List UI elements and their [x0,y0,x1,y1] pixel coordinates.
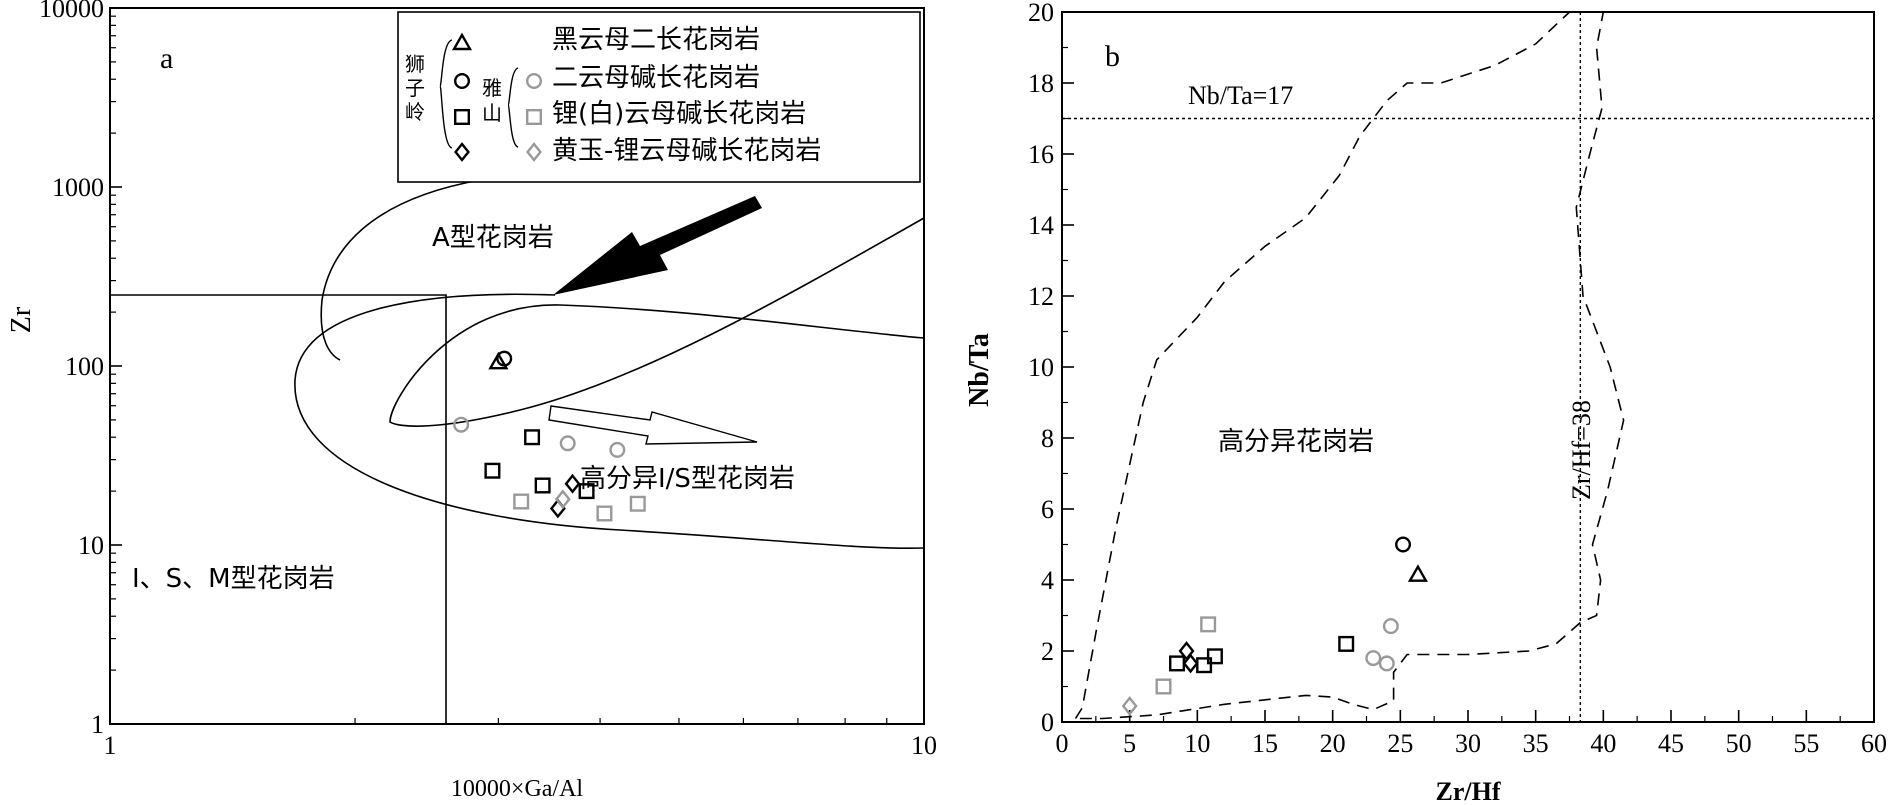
legend-brace-1 [439,39,453,149]
b-xtick-label: 15 [1252,729,1278,758]
legend-entry-3: 黄玉-锂云母碱长花岗岩 [552,136,821,166]
legend-marker-black-circle [454,72,471,89]
b-ytick-label: 14 [1028,211,1054,240]
a-point-square [578,483,595,500]
b-point-square [1338,635,1355,652]
b-point-diamond [1182,653,1199,674]
b-point-square [1155,678,1172,695]
legend-marker-black-triangle [451,32,473,51]
b-point-circle [1382,618,1399,635]
a-xtick-label: 1 [104,731,117,760]
b-point-square [1169,655,1186,672]
b-xtick-label: 5 [1123,729,1136,758]
b-point-circle [1395,536,1412,553]
b-xtick-label: 40 [1590,729,1616,758]
legend-box [397,11,921,183]
panel-a: a A型花岗岩 高分异I/S型花岗岩 I、S、M型花岗岩 狮 子 岭 雅 山 [6,0,937,802]
b-ytick-label: 16 [1028,140,1054,169]
b-ytick-label: 12 [1028,282,1054,311]
a-point-square [524,429,541,446]
b-xtick-label: 30 [1455,729,1481,758]
a-ytick-label: 1 [91,710,104,739]
legend-marker-black-square [454,108,471,125]
a-point-square [484,462,501,479]
zrhf-reference-label: Zr/Hf=38 [1567,400,1596,500]
b-ytick-label: 4 [1041,566,1054,595]
legend-brace-2 [507,67,519,148]
b-xtick-label: 35 [1523,729,1549,758]
trend-arrow-solid [553,196,762,295]
b-ytick-label: 18 [1028,69,1054,98]
legend-entry-1: 二云母碱长花岗岩 [552,63,760,93]
a-point-diamond [554,489,571,510]
a-point-circle [453,416,470,433]
b-xtick-label: 20 [1320,729,1346,758]
b-ytick-label: 6 [1041,495,1054,524]
b-xtick-label: 25 [1387,729,1413,758]
b-xtick-label: 50 [1726,729,1752,758]
b-ytick-label: 10 [1028,353,1054,382]
a-ytick-label: 10000 [39,0,104,23]
trend-arrow-hollow [548,405,758,445]
panel-b: b Nb/Ta=17 Zr/Hf=38 高分异花岗岩 0 5 10 15 20 25 30 3… [964,0,1887,805]
a-point-square [596,505,613,522]
fractionated-field-label: 高分异I/S型花岗岩 [580,464,795,494]
fractionated-granite-field [1074,11,1625,720]
ism-field-boundary [110,294,447,724]
b-point-square [1206,648,1223,665]
fractionated-field-boundary-upper [294,293,925,550]
legend-marker-gray-circle [526,72,543,89]
b-xtick-label: 45 [1658,729,1684,758]
panel-b-xlabel: Zr/Hf [1436,777,1501,805]
fractionated-field-boundary-lower [389,217,925,427]
legend-group2-label: 雅 山 [482,76,508,125]
fractionated-granite-label: 高分异花岗岩 [1218,427,1374,457]
a-type-field-boundary [320,179,481,361]
legend-marker-gray-diamond [526,142,542,162]
b-point-circle [1378,655,1395,672]
b-point-square [1200,616,1217,633]
b-ytick-label: 20 [1028,0,1054,27]
legend-marker-gray-square [526,108,543,125]
a-xtick-label: 10 [911,731,937,760]
a-type-field-label: A型花岗岩 [432,223,554,253]
panel-b-label: b [1105,40,1120,73]
a-point-triangle [488,351,509,370]
b-xtick-label: 60 [1861,729,1887,758]
b-point-circle [1365,650,1382,667]
a-point-square [629,495,646,512]
a-point-circle [496,350,513,367]
a-point-circle [609,441,626,458]
legend-marker-black-diamond [454,142,470,162]
a-ytick-label: 1000 [52,173,104,202]
panel-a-xlabel: 10000×Ga/Al [451,776,584,802]
b-xtick-label: 55 [1793,729,1819,758]
a-ytick-label: 10 [78,531,104,560]
a-point-diamond [564,473,581,494]
a-point-square [534,477,551,494]
a-ytick-label: 100 [65,352,104,381]
ism-field-label: I、S、M型花岗岩 [132,564,335,594]
panel-b-ylabel: Nb/Ta [964,333,995,407]
panel-a-ylabel: Zr [6,306,37,333]
legend-group1-label: 狮 子 岭 [405,52,431,124]
panel-a-label: a [160,42,173,75]
nbta-reference-label: Nb/Ta=17 [1188,81,1293,110]
legend-entry-0: 黑云母二长花岗岩 [552,25,760,55]
legend-entry-2: 锂(白)云母碱长花岗岩 [552,99,806,129]
b-point-diamond [1121,696,1138,716]
b-xtick-label: 10 [1184,729,1210,758]
b-ytick-label: 0 [1041,708,1054,737]
b-point-triangle [1407,564,1428,582]
b-ytick-label: 8 [1041,424,1054,453]
b-ytick-label: 2 [1041,637,1054,666]
b-xtick-label: 0 [1056,729,1069,758]
a-point-circle [559,435,576,452]
b-point-square [1196,657,1213,674]
a-point-square [513,493,530,510]
legend: 狮 子 岭 雅 山 黑云母二长花岗岩 二云母碱长花岗岩 锂(白)云母碱长花岗岩 … [397,11,921,183]
